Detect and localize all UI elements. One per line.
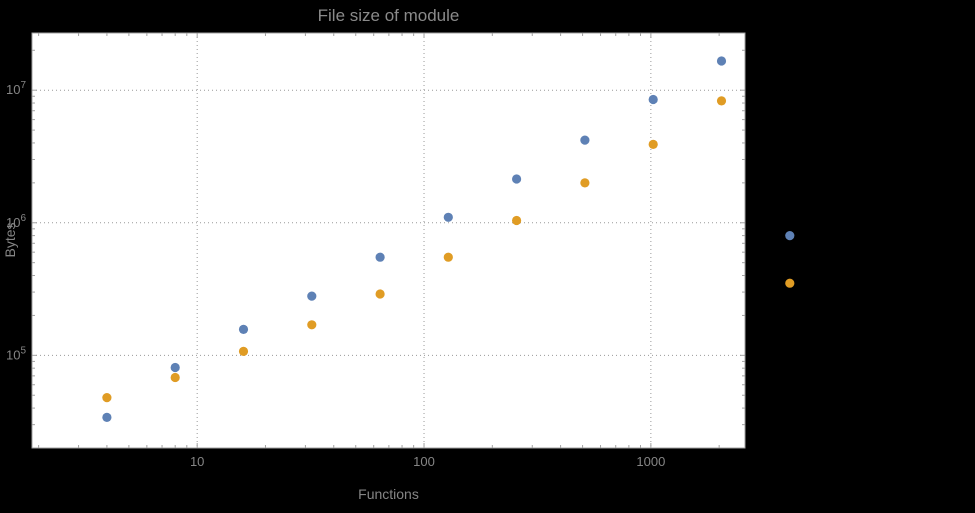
data-point xyxy=(443,212,453,222)
x-tick-label: 10 xyxy=(190,454,204,469)
series-orange xyxy=(102,96,795,403)
y-axis-label: Bytes xyxy=(2,222,18,258)
data-point xyxy=(102,412,112,422)
data-point xyxy=(580,178,590,188)
data-point xyxy=(375,289,385,299)
tick-labels: 10 100 1000 105 106 107 xyxy=(6,80,665,469)
data-point xyxy=(238,324,249,334)
gridlines xyxy=(32,33,745,448)
data-point xyxy=(785,231,795,241)
data-point xyxy=(443,252,453,262)
data-point xyxy=(716,96,727,106)
data-point xyxy=(170,372,180,383)
data-point xyxy=(511,174,522,184)
data-point xyxy=(375,252,385,262)
y-tick-label: 107 xyxy=(6,80,26,97)
data-point xyxy=(648,94,658,105)
data-point xyxy=(785,278,795,288)
data-point xyxy=(238,346,249,356)
data-point xyxy=(648,139,658,149)
tick-marks xyxy=(32,33,745,448)
x-tick-label: 1000 xyxy=(636,454,665,469)
chart-title: File size of module xyxy=(317,6,460,25)
plot-area xyxy=(32,33,745,448)
data-point xyxy=(511,215,522,226)
data-point xyxy=(307,291,317,301)
series-blue xyxy=(102,56,795,422)
data-point xyxy=(307,320,317,330)
data-point xyxy=(170,362,180,373)
data-point xyxy=(102,393,112,403)
data-point xyxy=(716,56,727,66)
x-axis-label: Functions xyxy=(358,486,419,502)
x-tick-label: 100 xyxy=(413,454,435,469)
data-point xyxy=(580,135,590,145)
y-tick-label: 105 xyxy=(6,345,26,362)
y-tick-label: 106 xyxy=(6,213,26,230)
